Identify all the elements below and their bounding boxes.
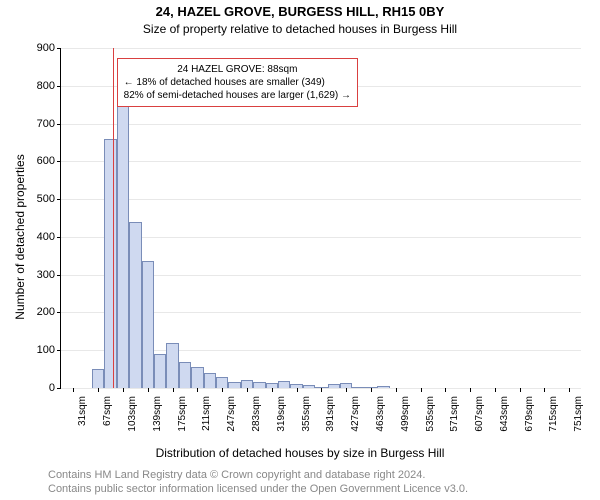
gridline bbox=[61, 161, 581, 162]
y-tick-label: 500 bbox=[15, 193, 55, 205]
x-tick bbox=[544, 388, 545, 392]
x-tick bbox=[123, 388, 124, 392]
x-tick bbox=[173, 388, 174, 392]
histogram-bar bbox=[179, 362, 191, 388]
x-tick bbox=[520, 388, 521, 392]
y-tick bbox=[57, 275, 61, 276]
x-tick-label: 463sqm bbox=[375, 396, 386, 444]
histogram-bar bbox=[241, 380, 253, 388]
title-address: 24, HAZEL GROVE, BURGESS HILL, RH15 0BY bbox=[0, 4, 600, 19]
histogram-bar bbox=[328, 384, 340, 388]
x-tick-label: 139sqm bbox=[152, 396, 163, 444]
x-tick bbox=[73, 388, 74, 392]
annotation-line: 24 HAZEL GROVE: 88sqm bbox=[124, 63, 351, 76]
y-tick bbox=[57, 350, 61, 351]
x-tick bbox=[396, 388, 397, 392]
x-tick-label: 571sqm bbox=[449, 396, 460, 444]
histogram-bar bbox=[117, 86, 129, 388]
annotation-box: 24 HAZEL GROVE: 88sqm← 18% of detached h… bbox=[117, 58, 358, 107]
histogram-bar bbox=[352, 387, 364, 388]
y-tick-label: 300 bbox=[15, 269, 55, 281]
y-tick bbox=[57, 312, 61, 313]
y-tick bbox=[57, 48, 61, 49]
x-tick-label: 211sqm bbox=[201, 396, 212, 444]
x-tick-label: 103sqm bbox=[127, 396, 138, 444]
x-tick-label: 535sqm bbox=[425, 396, 436, 444]
attribution-line2: Contains public sector information licen… bbox=[48, 482, 592, 496]
x-tick bbox=[470, 388, 471, 392]
histogram-bar bbox=[278, 381, 290, 388]
y-tick-label: 200 bbox=[15, 306, 55, 318]
y-tick-label: 0 bbox=[15, 382, 55, 394]
y-tick bbox=[57, 199, 61, 200]
histogram-bar bbox=[92, 369, 104, 388]
y-tick bbox=[57, 161, 61, 162]
histogram-bar bbox=[377, 386, 389, 388]
x-tick-label: 679sqm bbox=[524, 396, 535, 444]
gridline bbox=[61, 199, 581, 200]
y-tick-label: 900 bbox=[15, 42, 55, 54]
histogram-bar bbox=[129, 222, 141, 388]
y-tick bbox=[57, 86, 61, 87]
y-tick-label: 400 bbox=[15, 231, 55, 243]
x-tick bbox=[222, 388, 223, 392]
x-tick bbox=[321, 388, 322, 392]
x-tick-label: 391sqm bbox=[325, 396, 336, 444]
y-tick bbox=[57, 237, 61, 238]
x-tick bbox=[445, 388, 446, 392]
gridline bbox=[61, 124, 581, 125]
x-tick bbox=[371, 388, 372, 392]
histogram-bar bbox=[142, 261, 154, 388]
x-tick bbox=[272, 388, 273, 392]
y-tick-label: 600 bbox=[15, 155, 55, 167]
attribution: Contains HM Land Registry data © Crown c… bbox=[48, 468, 592, 496]
x-tick-label: 31sqm bbox=[77, 396, 88, 444]
histogram-bar bbox=[204, 373, 216, 388]
x-tick bbox=[247, 388, 248, 392]
histogram-bar bbox=[228, 382, 240, 388]
x-tick bbox=[297, 388, 298, 392]
x-tick-label: 643sqm bbox=[499, 396, 510, 444]
x-tick bbox=[98, 388, 99, 392]
histogram-bar bbox=[253, 382, 265, 388]
attribution-line1: Contains HM Land Registry data © Crown c… bbox=[48, 468, 592, 482]
x-tick-label: 67sqm bbox=[102, 396, 113, 444]
x-tick bbox=[346, 388, 347, 392]
x-axis-title: Distribution of detached houses by size … bbox=[0, 446, 600, 460]
reference-line bbox=[113, 48, 114, 388]
x-tick-label: 247sqm bbox=[226, 396, 237, 444]
y-tick-label: 100 bbox=[15, 344, 55, 356]
y-tick bbox=[57, 124, 61, 125]
histogram-bar bbox=[154, 354, 166, 388]
histogram-bar bbox=[166, 343, 178, 388]
annotation-line: 82% of semi-detached houses are larger (… bbox=[124, 89, 351, 102]
x-tick-label: 283sqm bbox=[251, 396, 262, 444]
histogram-bar bbox=[104, 139, 116, 388]
x-tick-label: 607sqm bbox=[474, 396, 485, 444]
title-subtitle: Size of property relative to detached ho… bbox=[0, 22, 600, 36]
x-tick bbox=[148, 388, 149, 392]
histogram-plot: 010020030040050060070080090031sqm67sqm10… bbox=[60, 48, 581, 389]
annotation-line: ← 18% of detached houses are smaller (34… bbox=[124, 76, 351, 89]
histogram-bar bbox=[216, 377, 228, 388]
histogram-bar bbox=[191, 367, 203, 388]
x-tick-label: 175sqm bbox=[177, 396, 188, 444]
x-tick bbox=[421, 388, 422, 392]
x-tick-label: 355sqm bbox=[301, 396, 312, 444]
x-tick-label: 319sqm bbox=[276, 396, 287, 444]
x-tick bbox=[495, 388, 496, 392]
y-tick-label: 800 bbox=[15, 80, 55, 92]
x-tick-label: 751sqm bbox=[573, 396, 584, 444]
y-tick-label: 700 bbox=[15, 118, 55, 130]
gridline bbox=[61, 48, 581, 49]
x-tick bbox=[569, 388, 570, 392]
y-tick bbox=[57, 388, 61, 389]
x-tick bbox=[197, 388, 198, 392]
x-tick-label: 715sqm bbox=[548, 396, 559, 444]
x-tick-label: 427sqm bbox=[350, 396, 361, 444]
x-tick-label: 499sqm bbox=[400, 396, 411, 444]
histogram-bar bbox=[303, 385, 315, 388]
